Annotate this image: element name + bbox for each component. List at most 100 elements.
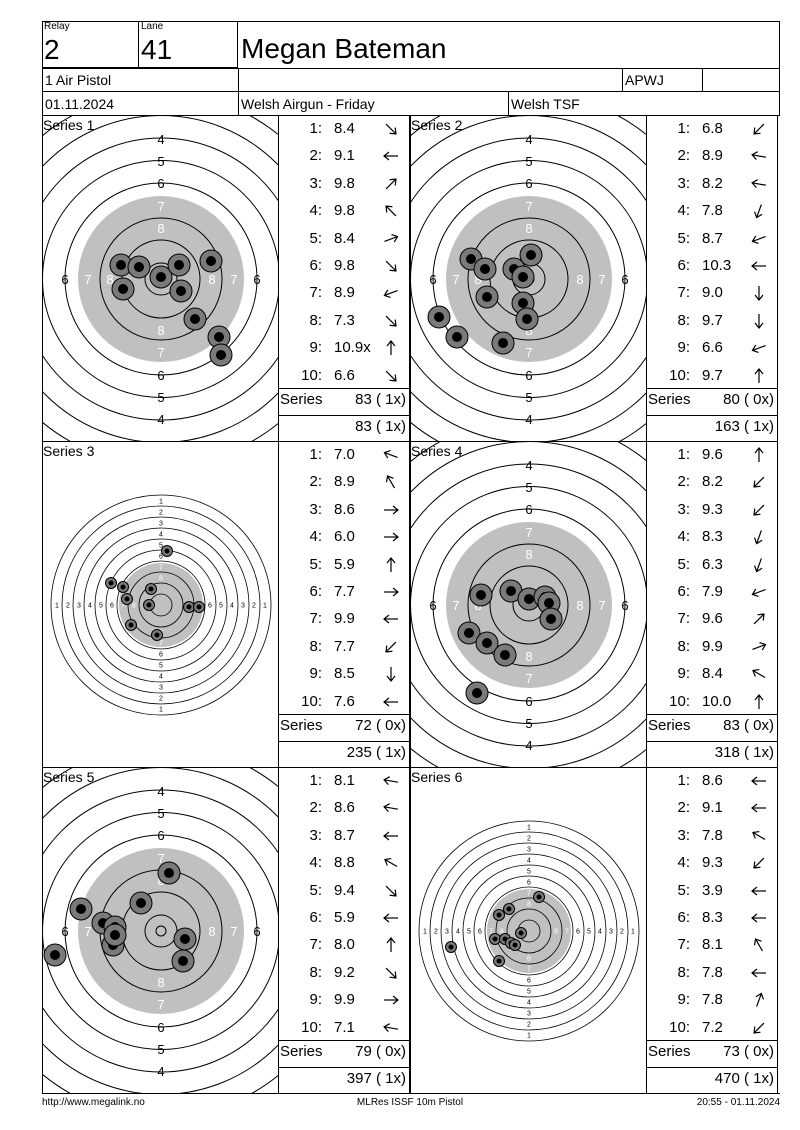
shooter-name: Megan Bateman xyxy=(241,33,447,64)
shot-hole xyxy=(475,631,499,655)
ring-number: 1 xyxy=(527,825,531,832)
cumulative-line xyxy=(278,741,410,742)
shot-row: 9: 7.8 xyxy=(646,989,778,1011)
ring-number: 4 xyxy=(456,929,460,936)
direction-arrow-icon xyxy=(753,938,764,952)
shot-hole xyxy=(125,619,137,631)
shot-score: 7.2 xyxy=(702,1018,723,1036)
ring-number: 2 xyxy=(66,603,70,610)
shot-row: 1: 7.0 xyxy=(278,444,410,466)
shot-number: 6: xyxy=(677,583,690,600)
ring-number: 4 xyxy=(159,674,163,681)
shot-row: 9: 8.4 xyxy=(646,663,778,685)
shot-number: 5: xyxy=(677,229,690,247)
ring-number: 6 xyxy=(157,176,164,191)
shot-number: 8: xyxy=(677,637,690,655)
target-ring xyxy=(94,538,228,672)
shot-row: 5: 9.4 xyxy=(278,880,410,902)
shot-number: 2: xyxy=(309,799,322,817)
shot-row: 4: 8.3 xyxy=(646,526,778,548)
shot-number: 8: xyxy=(677,311,690,329)
shot-row: 4: 9.3 xyxy=(646,852,778,874)
direction-arrow-icon xyxy=(751,178,766,188)
ring-number: 6 xyxy=(61,272,68,287)
ring-number: 6 xyxy=(253,272,260,287)
target-ring xyxy=(61,505,261,705)
ring-number: 8 xyxy=(576,598,583,613)
shot-hole xyxy=(457,621,481,645)
shot-row: 2: 8.9 xyxy=(278,471,410,493)
ring-number: 8 xyxy=(157,221,164,236)
direction-arrow-icon xyxy=(383,151,398,161)
shot-score: 8.4 xyxy=(702,665,723,683)
shot-number: 3: xyxy=(309,174,322,192)
header-row-line-2 xyxy=(42,91,780,92)
shot-score: 8.1 xyxy=(334,772,355,789)
shot-number: 7: xyxy=(309,610,322,628)
target-ring xyxy=(116,560,206,650)
ring-number: 5 xyxy=(527,989,531,996)
shot-number: 2: xyxy=(677,147,690,165)
shot-score: 9.3 xyxy=(702,500,723,518)
shot-number: 3: xyxy=(677,174,690,192)
ring-number: 8 xyxy=(106,272,113,287)
ring-number: 4 xyxy=(157,784,164,799)
competition-name: Welsh Airgun - Friday xyxy=(241,96,375,112)
shot-number: 9: xyxy=(309,339,322,357)
footer-url: http://www.megalink.no xyxy=(42,1097,145,1108)
series-title: Series 2 xyxy=(411,117,463,133)
shot-row: 8: 7.3 xyxy=(278,310,410,332)
ring-number: 5 xyxy=(525,154,532,169)
ring-number: 7 xyxy=(525,199,532,214)
target-ring xyxy=(83,527,239,683)
header-row-line-1 xyxy=(42,68,780,69)
shot-number: 9: xyxy=(677,665,690,683)
target-ring xyxy=(411,463,646,747)
ring-number: 6 xyxy=(576,929,580,936)
ring-number: 6 xyxy=(429,598,436,613)
ring-number: 7 xyxy=(157,199,164,214)
shot-row: 3: 8.6 xyxy=(278,499,410,521)
cumulative-total: 163 ( 1x) xyxy=(714,418,774,435)
shot-number: 4: xyxy=(677,528,690,546)
shot-score: 9.9 xyxy=(334,610,355,628)
shot-number: 5: xyxy=(677,881,690,899)
ring-number: 4 xyxy=(157,412,164,427)
shot-score: 9.7 xyxy=(702,311,723,329)
direction-arrow-icon xyxy=(383,913,398,923)
ring-number: 4 xyxy=(230,603,234,610)
relay-label: Relay xyxy=(44,21,70,32)
ring-number: 3 xyxy=(445,929,449,936)
target-ring xyxy=(64,182,258,376)
shot-hole xyxy=(127,255,151,279)
ring-number: 1 xyxy=(631,929,635,936)
shot-score: 7.8 xyxy=(702,963,723,981)
header-vline-b xyxy=(622,68,623,91)
shot-hole xyxy=(157,861,181,885)
shot-number: 9: xyxy=(309,665,322,683)
ring-number: 7 xyxy=(452,598,459,613)
direction-arrow-icon xyxy=(754,313,764,329)
direction-arrow-icon xyxy=(384,995,399,1005)
ring-number: 5 xyxy=(159,663,163,670)
direction-arrow-icon xyxy=(752,641,767,651)
target-ring xyxy=(43,789,278,1073)
shot-score: 9.4 xyxy=(334,881,355,899)
cumulative-total: 470 ( 1x) xyxy=(714,1070,774,1087)
direction-arrow-icon xyxy=(751,803,766,813)
ring-number: 7 xyxy=(84,272,91,287)
shot-hole xyxy=(143,599,155,611)
shot-score: 9.3 xyxy=(702,854,723,872)
shot-number: 6: xyxy=(309,257,322,274)
shot-number: 6: xyxy=(309,909,322,926)
direction-arrow-icon xyxy=(751,235,766,244)
ring-number: 4 xyxy=(525,412,532,427)
shot-hole xyxy=(519,243,543,267)
ring-number: 2 xyxy=(252,603,256,610)
shot-row: 3: 8.2 xyxy=(646,173,778,195)
shot-number: 8: xyxy=(309,311,322,329)
